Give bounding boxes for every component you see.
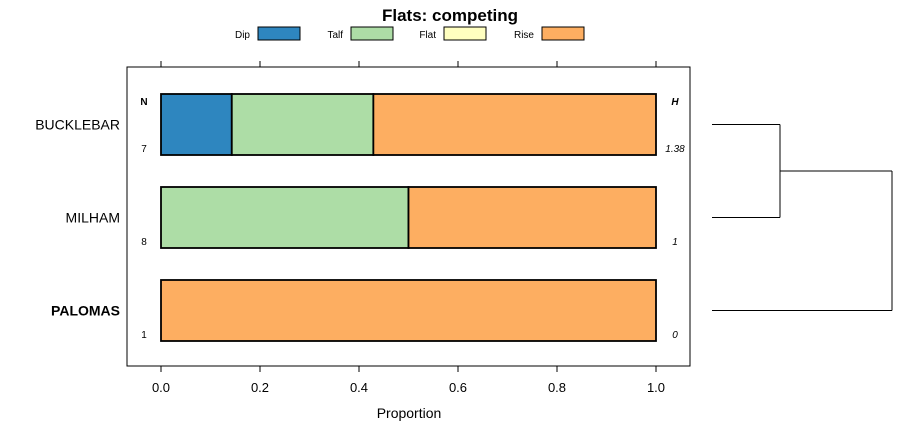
legend-swatch-flat	[443, 26, 487, 41]
legend-swatch-talf	[350, 26, 394, 41]
x-tick-label: 0.8	[548, 380, 566, 395]
h-value: 0	[672, 330, 678, 341]
n-header: N	[140, 97, 147, 108]
row-label: BUCKLEBAR	[35, 117, 120, 133]
legend-label-talf: Talf	[327, 30, 343, 41]
x-axis-title: Proportion	[377, 405, 442, 421]
bar-segment-talf	[160, 186, 410, 249]
legend-swatch-rise	[541, 26, 585, 41]
legend-label-rise: Rise	[514, 30, 534, 41]
x-tick-label: 0.6	[449, 380, 467, 395]
bar-segment-talf	[230, 93, 375, 156]
legend-label-dip: Dip	[235, 30, 250, 41]
top-axis-ticks	[160, 61, 657, 67]
dendrogram	[712, 124, 893, 311]
bar-segment-rise	[160, 279, 657, 342]
bars: BUCKLEBAR 7 1.38 MILHAM 8 1 PALOMAS 1 0	[35, 93, 685, 342]
plot-frame	[126, 66, 691, 367]
x-tick-label: 0.0	[152, 380, 170, 395]
bar-segment-rise	[407, 186, 657, 249]
h-value: 1	[672, 237, 678, 248]
bar-segment-dip	[160, 93, 233, 156]
h-header: H	[671, 97, 679, 108]
x-tick-label: 0.2	[251, 380, 269, 395]
h-value: 1.38	[665, 144, 685, 155]
n-value: 8	[141, 237, 147, 248]
x-tick-label: 1.0	[647, 380, 665, 395]
chart-title: Flats: competing	[382, 6, 518, 25]
x-tick-label: 0.4	[350, 380, 368, 395]
legend-swatch-dip	[257, 26, 301, 41]
bar-segment-rise	[372, 93, 657, 156]
n-value: 1	[141, 330, 147, 341]
n-value: 7	[141, 144, 147, 155]
x-axis: 0.0 0.2 0.4 0.6 0.8 1.0	[152, 366, 665, 395]
row-label: PALOMAS	[51, 303, 120, 319]
legend-label-flat: Flat	[419, 30, 436, 41]
row-label: MILHAM	[66, 210, 120, 226]
legend: Dip Talf Flat Rise	[235, 26, 585, 41]
